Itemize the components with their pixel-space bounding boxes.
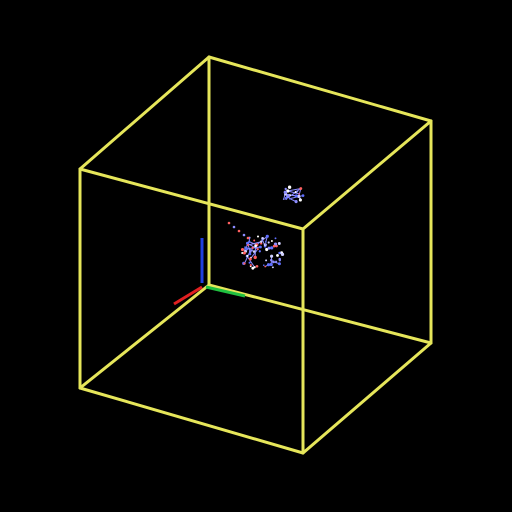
atom — [272, 260, 275, 264]
atom — [299, 197, 302, 200]
atom — [242, 233, 246, 237]
atom — [249, 264, 252, 267]
atom — [253, 239, 256, 242]
atom — [284, 187, 287, 191]
atom — [296, 190, 299, 193]
atom — [277, 242, 281, 245]
bond — [287, 187, 301, 192]
atom — [265, 234, 269, 238]
box-edge — [301, 119, 433, 231]
atom — [270, 254, 274, 258]
atom — [286, 194, 289, 198]
box-edge — [78, 167, 305, 231]
atom — [246, 236, 250, 240]
atom — [258, 245, 262, 249]
atom — [248, 240, 251, 243]
atom — [241, 252, 244, 254]
atom — [232, 225, 236, 229]
atom — [297, 194, 301, 199]
atom — [294, 194, 298, 198]
atom — [244, 246, 246, 248]
atom — [227, 221, 231, 225]
atom — [242, 251, 246, 255]
atom — [265, 243, 268, 246]
x-axis — [173, 285, 203, 306]
atom — [266, 263, 271, 267]
atom — [251, 266, 255, 270]
atom — [255, 264, 259, 268]
atom — [277, 262, 281, 266]
atom — [256, 235, 260, 238]
box-edge — [207, 55, 433, 123]
atom — [264, 265, 267, 268]
y-axis — [205, 285, 246, 298]
atom — [246, 254, 249, 257]
atom — [299, 187, 303, 190]
atom — [270, 258, 273, 262]
bond — [256, 235, 268, 246]
atom — [260, 242, 263, 245]
atom — [298, 193, 301, 195]
atom — [284, 196, 287, 199]
atom — [286, 189, 290, 193]
atom — [289, 194, 291, 196]
box-edge — [78, 55, 211, 171]
atom — [282, 198, 285, 200]
box-edge — [207, 283, 433, 345]
coordinate-axes — [173, 238, 246, 306]
box-edge — [78, 283, 211, 390]
atom — [251, 246, 254, 249]
atom — [280, 252, 285, 257]
atom — [248, 261, 251, 264]
atom — [237, 229, 241, 233]
atom — [276, 253, 279, 257]
atom — [278, 251, 281, 255]
atom — [272, 244, 276, 248]
atom — [274, 237, 277, 240]
atom — [267, 241, 270, 244]
atom — [301, 194, 305, 197]
atom — [252, 250, 256, 253]
atom — [267, 246, 271, 250]
bond — [248, 241, 262, 246]
atom — [253, 255, 257, 260]
atom — [264, 240, 267, 243]
atom — [269, 262, 273, 267]
bond — [287, 190, 300, 195]
atom — [245, 247, 249, 251]
atom — [271, 266, 274, 269]
unit-cell-front-edges — [78, 55, 433, 455]
atom — [270, 246, 274, 250]
atom — [261, 236, 264, 240]
atom — [248, 250, 252, 253]
atom — [247, 244, 250, 246]
unit-cell-back-edges — [78, 55, 433, 390]
molecule-cluster-small[interactable] — [282, 185, 305, 204]
atom — [294, 200, 298, 204]
atom — [243, 262, 246, 265]
atom — [289, 197, 291, 200]
box-edge — [301, 341, 433, 455]
box-edge — [78, 386, 305, 455]
atom — [287, 185, 292, 189]
bond — [246, 255, 256, 268]
molecule-cluster-large[interactable] — [227, 221, 285, 270]
atom — [283, 190, 287, 194]
atom — [248, 252, 252, 256]
atom — [248, 257, 252, 261]
atom — [278, 257, 281, 261]
atom — [262, 264, 265, 267]
atom — [265, 247, 269, 252]
atom — [256, 248, 259, 251]
atom — [240, 248, 245, 252]
atom — [275, 260, 278, 263]
atom — [265, 259, 268, 262]
atom — [270, 240, 273, 242]
atom — [259, 240, 263, 243]
atom — [254, 244, 257, 248]
atom — [258, 250, 261, 253]
